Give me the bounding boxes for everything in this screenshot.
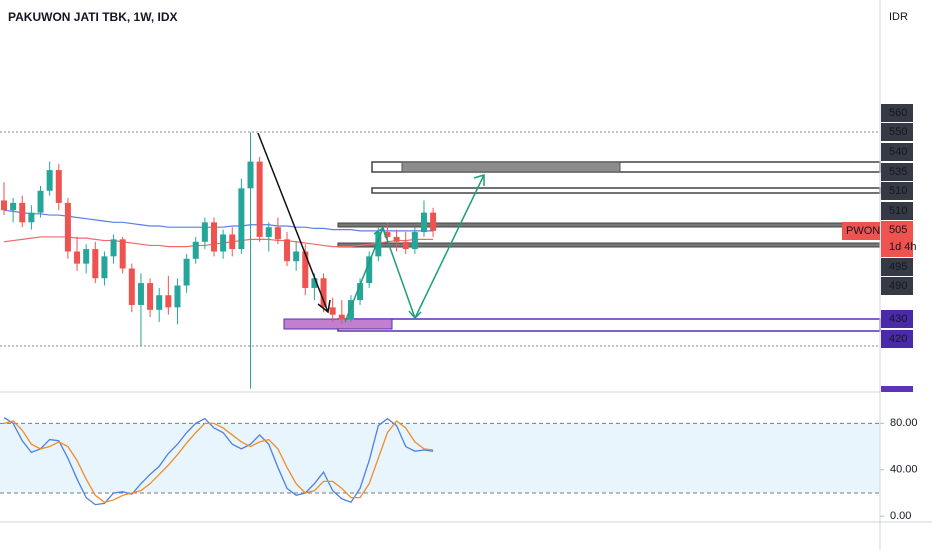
zone-box bbox=[401, 161, 621, 173]
candle-body bbox=[375, 232, 382, 257]
moving-average bbox=[3, 236, 434, 248]
zone bbox=[337, 242, 881, 248]
plot-layer bbox=[1, 132, 437, 506]
candle-body bbox=[92, 249, 99, 279]
candle-body bbox=[320, 278, 327, 308]
band-fill bbox=[0, 423, 880, 493]
level-tag-bg bbox=[881, 143, 913, 161]
chart-title: PAKUWON JATI TBK, 1W, IDX bbox=[8, 10, 178, 24]
level-tag-bg bbox=[881, 310, 913, 328]
zone-box bbox=[283, 318, 393, 330]
indicator-tag bbox=[881, 386, 913, 392]
level-tag-bg bbox=[881, 277, 913, 295]
level-tag-bg bbox=[881, 182, 913, 200]
candle-body bbox=[165, 295, 172, 308]
countdown: 1d 4h bbox=[889, 241, 917, 253]
y-tick-label: 80.00 bbox=[890, 417, 918, 429]
candle-body bbox=[238, 188, 245, 250]
candle-body bbox=[393, 236, 400, 242]
y-tick-label: 40.00 bbox=[890, 464, 918, 476]
level-tag-bg bbox=[881, 123, 913, 141]
level-tag: 510 bbox=[889, 205, 907, 217]
level-tag-bg bbox=[881, 258, 913, 276]
arrow bbox=[344, 174, 485, 323]
candle-body bbox=[128, 268, 135, 305]
arrow-head bbox=[373, 226, 387, 239]
level-tag: 560 bbox=[889, 107, 907, 119]
candle-body bbox=[420, 212, 427, 233]
candle-body bbox=[10, 202, 17, 211]
candle-body bbox=[411, 232, 418, 250]
candle-body bbox=[247, 161, 254, 189]
axis-layer: 560 550 540 535 510 510 495 490 430 420 505 1d 4h PW… bbox=[842, 104, 918, 522]
level-tag: 490 bbox=[889, 280, 907, 292]
candle-body bbox=[229, 234, 236, 250]
level-tag: 420 bbox=[889, 333, 907, 345]
candle-body bbox=[192, 241, 199, 259]
candle-body bbox=[137, 283, 144, 305]
candle-body bbox=[64, 202, 71, 252]
candle-body bbox=[284, 239, 291, 262]
candle-body bbox=[19, 202, 26, 223]
stochastic-line bbox=[3, 416, 434, 506]
candle-body bbox=[55, 170, 62, 203]
arrow-head bbox=[473, 173, 485, 186]
candle-body bbox=[119, 239, 126, 269]
level-tag-bg bbox=[881, 163, 913, 181]
level-tag: 550 bbox=[889, 126, 907, 138]
symbol-tag: PWON bbox=[846, 225, 880, 237]
candle-body bbox=[274, 227, 281, 240]
candle-body bbox=[174, 285, 181, 308]
candle-body bbox=[210, 222, 217, 252]
symbol-tag-bg bbox=[842, 222, 880, 240]
candle-body bbox=[147, 283, 154, 310]
candle-body bbox=[83, 249, 90, 264]
arrow bbox=[257, 132, 329, 313]
candle-body bbox=[384, 232, 391, 237]
currency: IDR bbox=[889, 11, 908, 23]
last-price: 505 bbox=[889, 224, 907, 236]
level-tag: 495 bbox=[889, 261, 907, 273]
candle-body bbox=[402, 241, 409, 250]
candle-body bbox=[357, 283, 364, 301]
arrow-head bbox=[317, 299, 331, 314]
last-price-bg bbox=[881, 221, 913, 257]
candle-body bbox=[430, 212, 437, 231]
y-tick-label: 0.00 bbox=[890, 510, 911, 522]
level-tag-bg bbox=[881, 104, 913, 122]
arrow-head bbox=[408, 310, 422, 320]
arrows bbox=[257, 132, 485, 323]
candle-body bbox=[74, 251, 81, 264]
candle-body bbox=[329, 307, 336, 315]
level-tag: 510 bbox=[889, 185, 907, 197]
candle-body bbox=[28, 212, 35, 223]
grid-layer bbox=[0, 422, 884, 517]
candle-body bbox=[101, 256, 108, 279]
level-tag: 540 bbox=[889, 146, 907, 158]
candle-body bbox=[220, 234, 227, 252]
candle-body bbox=[311, 278, 318, 288]
candle-body bbox=[302, 251, 309, 288]
moving-average bbox=[3, 209, 434, 232]
candle-body bbox=[110, 239, 117, 257]
level-tag-bg bbox=[881, 330, 913, 348]
candle-body bbox=[183, 258, 190, 286]
level-tag: 535 bbox=[889, 166, 907, 178]
candle-body bbox=[201, 222, 208, 242]
zone bbox=[337, 222, 881, 228]
candle-body bbox=[1, 200, 7, 211]
candle-body bbox=[338, 314, 345, 320]
level-tag: 430 bbox=[889, 313, 907, 325]
candle-body bbox=[265, 227, 272, 237]
stochastic-line bbox=[3, 420, 434, 503]
candle-body bbox=[293, 251, 300, 262]
level-tag-bg bbox=[881, 202, 913, 220]
candle-body bbox=[37, 190, 44, 213]
candle-body bbox=[156, 295, 163, 310]
candle-body bbox=[256, 161, 263, 237]
candle-body bbox=[366, 256, 373, 284]
candle-body bbox=[46, 170, 53, 191]
candle-body bbox=[347, 300, 354, 320]
